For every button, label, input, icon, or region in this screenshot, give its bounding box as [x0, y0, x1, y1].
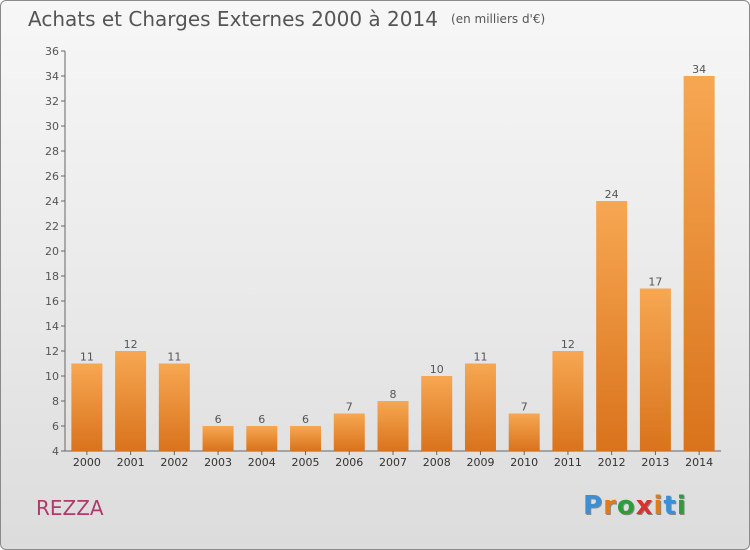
logo-letter: t	[663, 491, 677, 521]
x-tick-label: 2005	[292, 456, 320, 469]
data-label: 6	[302, 413, 309, 426]
x-tick-label: 2013	[641, 456, 669, 469]
data-label: 7	[346, 401, 353, 414]
x-tick-label: 2002	[160, 456, 188, 469]
y-tick-label: 14	[45, 320, 59, 333]
bar	[421, 376, 453, 451]
logo-letter: o	[616, 491, 636, 521]
bar	[464, 363, 496, 451]
bar	[333, 413, 365, 451]
x-tick-label: 2011	[554, 456, 582, 469]
proxiti-logo: Proxiti	[583, 491, 687, 521]
y-tick-label: 8	[52, 395, 59, 408]
bar	[508, 413, 540, 451]
x-tick-label: 2010	[510, 456, 538, 469]
data-label: 7	[521, 401, 528, 414]
y-tick-label: 32	[45, 95, 59, 108]
x-tick-label: 2001	[117, 456, 145, 469]
bar	[596, 201, 628, 451]
chart-title: Achats et Charges Externes 2000 à 2014	[28, 7, 438, 31]
bar	[158, 363, 190, 451]
data-label: 6	[258, 413, 265, 426]
data-label: 17	[648, 276, 662, 289]
y-tick-label: 30	[45, 120, 59, 133]
x-tick-label: 2000	[73, 456, 101, 469]
logo-letter: P	[583, 491, 604, 521]
bar	[71, 363, 103, 451]
x-tick-label: 2007	[379, 456, 407, 469]
chart-title-block: Achats et Charges Externes 2000 à 2014 (…	[28, 7, 545, 31]
data-label: 12	[561, 338, 575, 351]
x-tick-label: 2009	[466, 456, 494, 469]
data-label: 6	[215, 413, 222, 426]
logo-letter: i	[676, 491, 687, 521]
logo-letter: r	[603, 491, 617, 521]
data-label: 10	[430, 363, 444, 376]
bar	[115, 351, 147, 451]
bar	[290, 426, 322, 451]
bar	[246, 426, 278, 451]
x-tick-label: 2006	[335, 456, 363, 469]
y-tick-label: 22	[45, 220, 59, 233]
y-tick-label: 6	[52, 420, 59, 433]
logo-letter: i	[653, 491, 664, 521]
y-tick-label: 26	[45, 170, 59, 183]
chart-subtitle: (en milliers d'€)	[451, 12, 546, 26]
data-label: 24	[605, 188, 619, 201]
x-tick-label: 2008	[423, 456, 451, 469]
data-label: 12	[124, 338, 138, 351]
data-label: 11	[473, 351, 487, 364]
data-label: 11	[167, 351, 181, 364]
y-tick-label: 16	[45, 295, 59, 308]
bar	[552, 351, 584, 451]
bar	[202, 426, 234, 451]
y-tick-label: 4	[52, 445, 59, 458]
logo-letter: x	[635, 491, 654, 521]
bar	[683, 76, 715, 451]
data-label: 11	[80, 351, 94, 364]
y-tick-label: 24	[45, 195, 59, 208]
data-label: 8	[390, 388, 397, 401]
x-tick-label: 2003	[204, 456, 232, 469]
x-tick-label: 2014	[685, 456, 713, 469]
bar	[377, 401, 409, 451]
data-label: 34	[692, 63, 706, 76]
y-tick-label: 34	[45, 70, 59, 83]
y-tick-label: 12	[45, 345, 59, 358]
x-tick-label: 2004	[248, 456, 276, 469]
bar	[639, 288, 671, 451]
commune-name: REZZA	[36, 496, 104, 520]
y-tick-label: 36	[45, 45, 59, 58]
y-tick-label: 28	[45, 145, 59, 158]
x-tick-label: 2012	[598, 456, 626, 469]
y-tick-label: 20	[45, 245, 59, 258]
y-tick-label: 10	[45, 370, 59, 383]
y-tick-label: 18	[45, 270, 59, 283]
